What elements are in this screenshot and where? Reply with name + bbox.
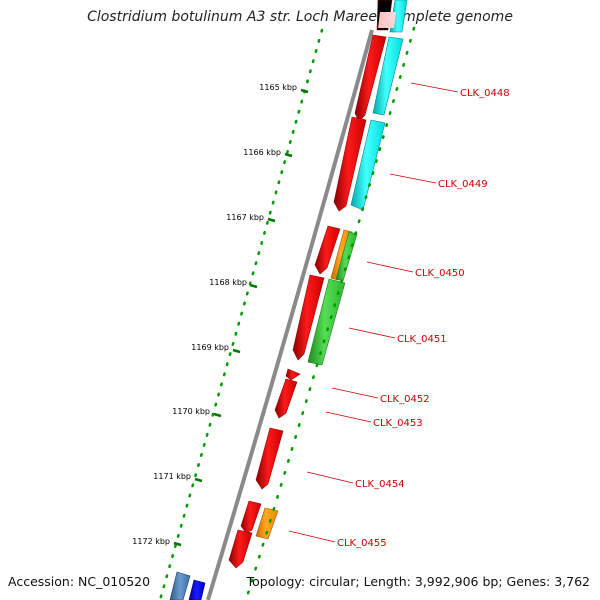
tick-label-1170: 1170 kbp bbox=[172, 407, 210, 416]
tick-label-1166: 1166 kbp bbox=[243, 148, 281, 157]
tick-label-1171: 1171 kbp bbox=[153, 472, 191, 481]
gene-labels: CLK_0448 CLK_0449 CLK_0450 CLK_0451 CLK_… bbox=[337, 88, 510, 549]
gene-label-clk-0452: CLK_0452 bbox=[380, 394, 430, 405]
label-leader-lines bbox=[288, 82, 459, 543]
gene-blue-1 bbox=[188, 579, 206, 600]
gene-pink-fragment bbox=[378, 12, 396, 28]
gene-label-clk-0450: CLK_0450 bbox=[415, 268, 465, 279]
tick-marks bbox=[173, 88, 309, 547]
genome-summary-text: Topology: circular; Length: 3,992,906 bp… bbox=[246, 574, 590, 589]
gene-red-8 bbox=[255, 427, 284, 490]
genome-backbone bbox=[206, 29, 374, 600]
tick-labels: 1165 kbp 1166 kbp 1167 kbp 1168 kbp 1169… bbox=[132, 83, 297, 546]
map-title: Clostridium botulinum A3 str. Loch Maree… bbox=[87, 9, 513, 25]
gene-label-clk-0454: CLK_0454 bbox=[355, 479, 405, 490]
gene-label-clk-0453: CLK_0453 bbox=[373, 418, 423, 429]
tick-label-1165: 1165 kbp bbox=[259, 83, 297, 92]
gene-red-3 bbox=[333, 116, 367, 212]
gene-label-clk-0449: CLK_0449 bbox=[438, 179, 488, 190]
gene-label-clk-0448: CLK_0448 bbox=[460, 88, 510, 99]
tick-label-1168: 1168 kbp bbox=[209, 278, 247, 287]
gene-red-10 bbox=[228, 529, 253, 569]
tick-label-1172: 1172 kbp bbox=[132, 537, 170, 546]
gene-label-clk-0451: CLK_0451 bbox=[397, 334, 447, 345]
gene-steel-1 bbox=[169, 571, 191, 600]
gene-red-2 bbox=[354, 34, 387, 123]
accession-text: Accession: NC_010520 bbox=[8, 574, 151, 589]
tick-label-1169: 1169 kbp bbox=[191, 343, 229, 352]
gene-red-6 bbox=[285, 368, 301, 381]
tick-label-1167: 1167 kbp bbox=[226, 213, 264, 222]
gene-label-clk-0455: CLK_0455 bbox=[337, 538, 387, 549]
gc-dotted-track-outer bbox=[158, 28, 324, 600]
gene-green-2 bbox=[307, 278, 346, 366]
gene-red-5 bbox=[292, 274, 325, 361]
gc-dotted-track-inner bbox=[244, 26, 416, 600]
gene-red-9 bbox=[240, 500, 262, 534]
gene-red-4 bbox=[314, 225, 341, 275]
cds-features-red bbox=[228, 0, 393, 569]
gene-cyan-2 bbox=[372, 36, 404, 116]
gene-red-7 bbox=[274, 378, 298, 419]
